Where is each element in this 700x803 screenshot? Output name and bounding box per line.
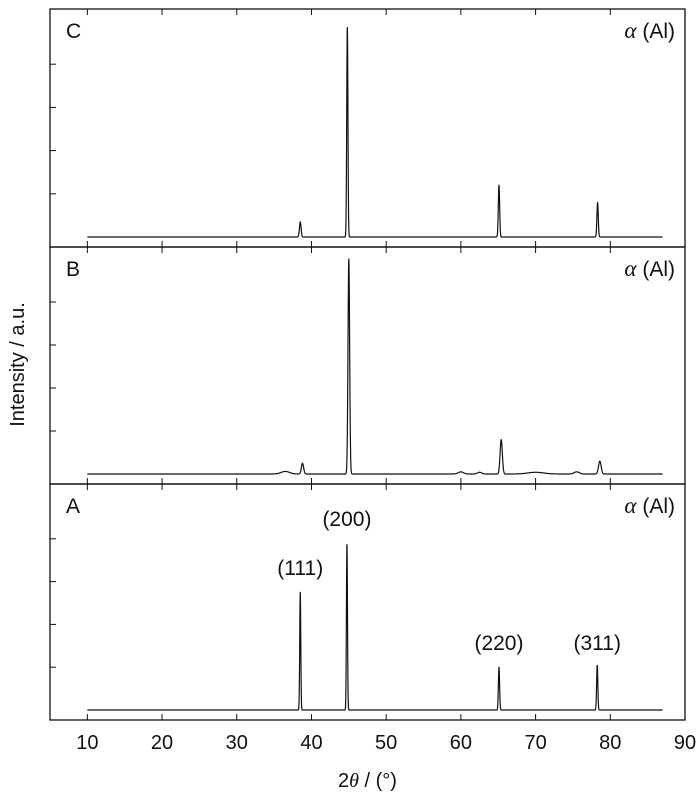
x-tick-label: 30 bbox=[226, 732, 248, 754]
peak-label: (111) bbox=[277, 557, 323, 580]
panel-label: C bbox=[66, 20, 81, 43]
x-axis-label: 2θ / (°) bbox=[338, 770, 397, 792]
panel-frame bbox=[49, 246, 686, 485]
x-tick-label: 10 bbox=[76, 732, 98, 754]
phase-label: α (Al) bbox=[624, 18, 675, 43]
peak-label: (311) bbox=[573, 632, 620, 655]
panel-label: A bbox=[66, 495, 80, 518]
panel-frame bbox=[49, 483, 686, 721]
series-line-b bbox=[86, 258, 664, 475]
panel-frame bbox=[49, 8, 686, 248]
x-tick-label: 40 bbox=[300, 732, 322, 754]
phase-label: α (Al) bbox=[624, 493, 675, 518]
series-line-a bbox=[86, 544, 664, 711]
series-line-c bbox=[86, 26, 664, 238]
x-tick-label: 60 bbox=[450, 732, 472, 754]
y-axis-label: Intensity / a.u. bbox=[7, 302, 29, 427]
x-tick-label: 70 bbox=[524, 732, 546, 754]
phase-label: α (Al) bbox=[624, 256, 675, 281]
peak-label: (200) bbox=[322, 508, 371, 531]
x-tick-label: 50 bbox=[375, 732, 397, 754]
x-tick-label: 90 bbox=[674, 732, 696, 754]
x-tick-label: 80 bbox=[599, 732, 621, 754]
panel-label: B bbox=[66, 258, 80, 281]
x-tick-labels: 10 20 30 40 50 60 70 80 90 bbox=[76, 732, 696, 754]
peak-label: (220) bbox=[474, 632, 523, 655]
x-tick-label: 20 bbox=[151, 732, 173, 754]
